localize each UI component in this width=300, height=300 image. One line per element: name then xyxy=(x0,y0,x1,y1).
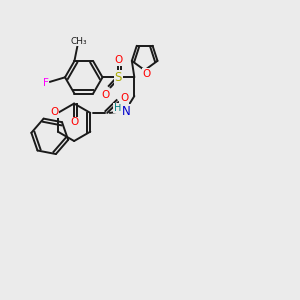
Text: O: O xyxy=(114,55,123,65)
Text: O: O xyxy=(142,69,150,79)
Text: N: N xyxy=(122,104,130,118)
Text: F: F xyxy=(43,78,49,88)
Text: CH₃: CH₃ xyxy=(71,37,88,46)
Text: O: O xyxy=(70,117,78,127)
Text: S: S xyxy=(115,71,122,84)
Text: O: O xyxy=(50,107,59,117)
Text: H: H xyxy=(114,103,121,113)
Text: O: O xyxy=(101,90,110,100)
Text: O: O xyxy=(120,94,128,103)
